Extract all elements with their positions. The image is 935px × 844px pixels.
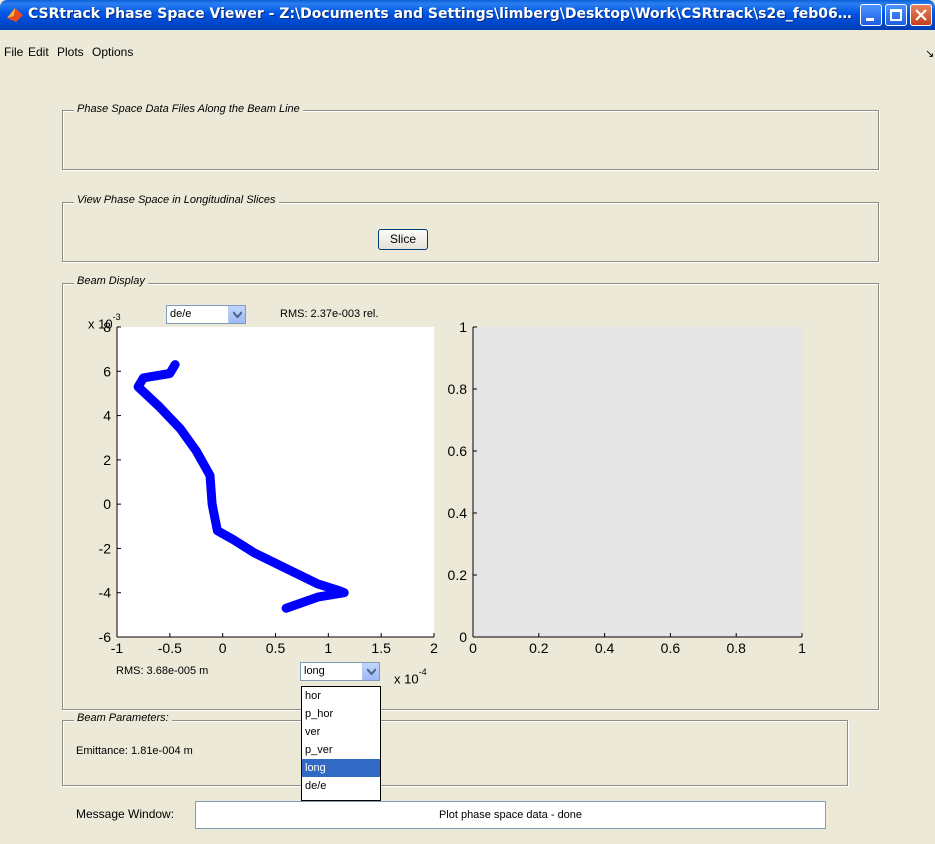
x-tick-label: 0.5 (266, 640, 286, 655)
slices-group (62, 202, 879, 262)
menu-edit[interactable]: Edit (28, 45, 49, 59)
x-tick-label: -1 (111, 640, 124, 655)
dropdown-option-de-e[interactable]: de/e (305, 780, 327, 792)
menu-options[interactable]: Options (92, 45, 134, 59)
matlab-icon (7, 8, 23, 22)
x-tick-label: 1.5 (371, 640, 391, 655)
x-tick-label: 1 (324, 640, 332, 655)
slice-plot: 0 0.2 0.4 0.6 0.8 1 0 0.2 0.4 0.6 0.8 1 (448, 319, 807, 655)
right-plot-axes (472, 327, 802, 638)
scatter-point (134, 383, 142, 391)
left-plot-ticks: -1 -0.5 0 0.5 1 1.5 2 -6 -4 -2 0 2 4 6 8 (99, 319, 439, 655)
scatter-point (155, 403, 163, 411)
y-tick-label: 0.2 (448, 567, 468, 583)
y-tick-label: -4 (99, 585, 112, 601)
x-tick-label: 0.2 (529, 640, 549, 655)
dropdown-option-p-hor[interactable]: p_hor (305, 708, 334, 720)
scatter-point (206, 471, 214, 479)
x-axis-select[interactable]: long (300, 662, 380, 681)
scatter-point (139, 374, 147, 382)
x-tick-label: 0.4 (595, 640, 615, 655)
scatter-point (314, 580, 322, 588)
y-tick-label: 8 (103, 319, 111, 335)
x-tick-label: 1 (798, 640, 806, 655)
dropdown-option-long[interactable]: long (302, 759, 380, 777)
scatter-point (166, 370, 174, 377)
y-tick-label: 1 (459, 319, 467, 335)
slice-button[interactable]: Slice (378, 229, 428, 250)
menu-bar: File Edit Plots Options ↘ (0, 43, 935, 61)
y-axis-select[interactable]: de/e (166, 305, 246, 324)
scatter-point (213, 527, 221, 535)
y-tick-label: 6 (103, 363, 111, 379)
scatter-point (250, 549, 258, 557)
beam-display-title: Beam Display (74, 275, 148, 287)
scatter-point (282, 564, 290, 572)
y-exponent-label: x 10-3 (88, 312, 121, 332)
dropdown-option-hor[interactable]: hor (305, 690, 321, 702)
minimize-icon (866, 18, 874, 21)
x-tick-label: 0.8 (726, 640, 746, 655)
x-tick-label: 0.6 (661, 640, 681, 655)
window-title: CSRtrack Phase Space Viewer - Z:\Documen… (28, 6, 854, 22)
minimize-button[interactable] (860, 4, 882, 26)
dropdown-option-p-ver[interactable]: p_ver (305, 744, 333, 756)
emittance-value: Emittance: 1.81e-004 m (76, 745, 193, 757)
scatter-point (171, 361, 179, 369)
x-tick-label: 2 (430, 640, 438, 655)
y-tick-label: 0.8 (448, 381, 468, 397)
chevron-down-icon (367, 668, 376, 675)
message-label: Message Window: (76, 807, 175, 821)
maximize-icon (890, 9, 902, 21)
y-tick-label: 2 (103, 452, 111, 468)
x-exponent-label: x 10-4 (394, 667, 427, 687)
x-tick-label: -0.5 (158, 640, 182, 655)
scatter-point (335, 587, 343, 594)
scatter-point (340, 589, 348, 597)
toolbar-arrow-icon[interactable]: ↘ (925, 47, 935, 60)
dropdown-option-ver[interactable]: ver (305, 726, 321, 738)
scatter-point (282, 604, 290, 612)
scatter-point (208, 500, 216, 508)
y-rms-label: RMS: 2.37e-003 rel. (280, 308, 379, 320)
files-group-title: Phase Space Data Files Along the Beam Li… (74, 103, 303, 115)
title-bar: CSRtrack Phase Space Viewer - Z:\Documen… (0, 0, 935, 30)
right-plot-ticks: 0 0.2 0.4 0.6 0.8 1 0 0.2 0.4 0.6 0.8 1 (448, 319, 807, 655)
scatter-point (192, 447, 200, 455)
y-tick-label: 0.6 (448, 443, 468, 459)
y-tick-label: 0 (103, 496, 111, 512)
plot-area (117, 327, 434, 637)
beam-params-group (62, 720, 848, 786)
beam-display-group (62, 283, 879, 710)
close-icon (915, 9, 927, 21)
chevron-down-icon (233, 311, 242, 318)
message-window: Plot phase space data - done (195, 801, 826, 829)
y-tick-label: -2 (99, 540, 112, 556)
menu-file[interactable]: File (4, 45, 24, 59)
files-group (62, 110, 879, 170)
x-tick-label: 0 (469, 640, 477, 655)
scatter-point (229, 536, 237, 544)
y-tick-label: -6 (99, 629, 112, 645)
x-rms-label: RMS: 3.68e-005 m (116, 665, 209, 677)
y-tick-label: 0.4 (448, 505, 468, 521)
y-tick-label: 4 (103, 408, 111, 424)
scatter-cloud (133, 360, 349, 613)
maximize-button[interactable] (885, 4, 907, 26)
phase-space-plot: -1 -0.5 0 0.5 1 1.5 2 -6 -4 -2 0 2 4 6 8 (99, 319, 439, 655)
x-tick-label: 0 (219, 640, 227, 655)
y-tick-label: 0 (459, 629, 467, 645)
x-axis-dropdown-list: hor p_hor ver p_ver long de/e (301, 686, 381, 801)
slice-plot-area (473, 327, 802, 637)
slices-group-title: View Phase Space in Longitudinal Slices (74, 194, 279, 206)
close-button[interactable] (910, 4, 932, 26)
beam-params-title: Beam Parameters: (74, 712, 172, 724)
scatter-point (314, 593, 322, 601)
scatter-point (176, 425, 184, 433)
menu-plots[interactable]: Plots (57, 45, 84, 59)
